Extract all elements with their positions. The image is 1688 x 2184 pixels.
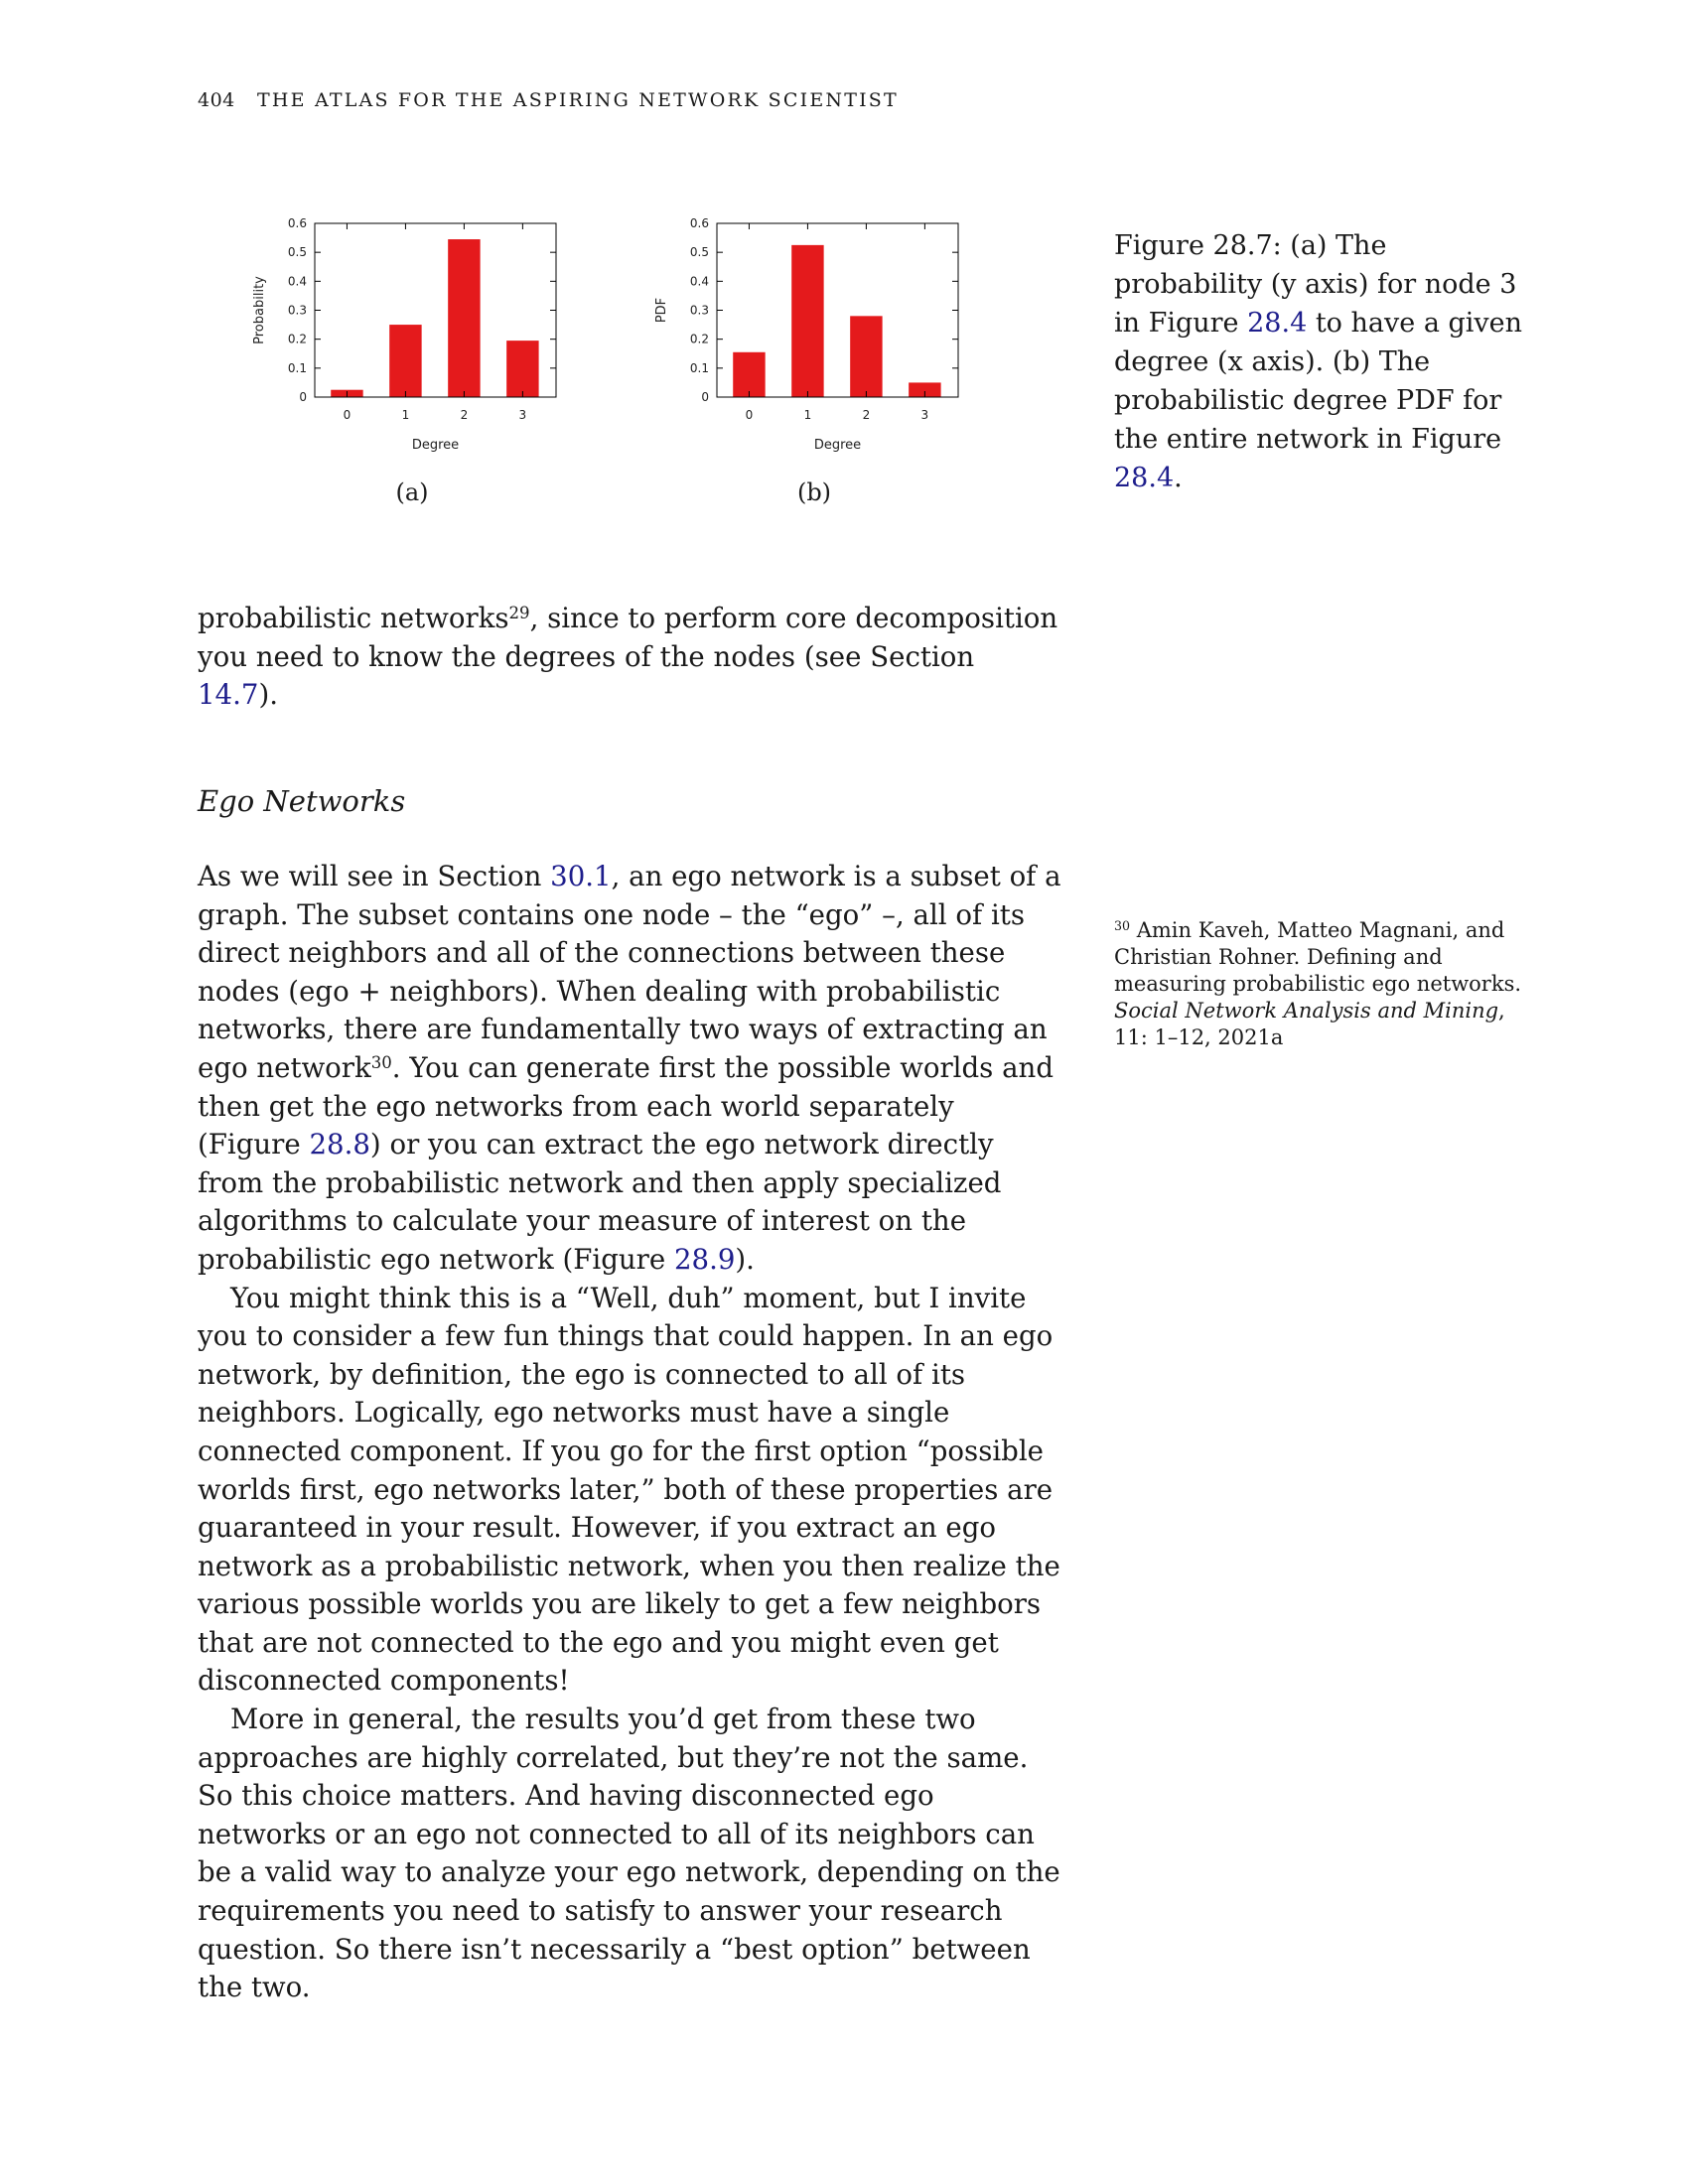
- body-text: , since to perform core decomposition yo…: [198, 602, 1058, 673]
- bar-3: [909, 382, 941, 397]
- section-link[interactable]: 30.1: [550, 860, 612, 892]
- paragraph: As we will see in Section 30.1, an ego n…: [198, 858, 1061, 1280]
- x-tick-label: 0: [344, 408, 352, 422]
- y-tick-label: 0: [701, 390, 709, 404]
- paragraph: You might think this is a “Well, duh” mo…: [198, 1281, 1060, 1698]
- body-text: . You can generate first the possible wo…: [198, 1050, 1054, 1161]
- x-tick-label: 2: [863, 408, 871, 422]
- x-axis-label: Degree: [814, 438, 861, 453]
- figure-link[interactable]: 28.9: [673, 1242, 736, 1276]
- x-tick-label: 1: [804, 408, 812, 422]
- y-tick-label: 0.4: [690, 274, 709, 288]
- caption-text: Figure 28.7: (a) The probability (y axis…: [1114, 230, 1517, 339]
- footnote-marker[interactable]: 29: [508, 603, 530, 622]
- bar-2: [448, 239, 481, 397]
- caption-text: .: [1174, 463, 1183, 493]
- y-tick-label: 0.3: [288, 304, 307, 318]
- bar-1: [791, 244, 824, 397]
- paragraph: More in general, the results you’d get f…: [198, 1703, 1060, 2004]
- figure-link[interactable]: 28.8: [309, 1128, 370, 1161]
- page-number: 404: [198, 89, 235, 111]
- y-tick-label: 0.3: [690, 304, 709, 318]
- x-tick-label: 3: [519, 408, 527, 422]
- body-text: As we will see in Section: [198, 860, 551, 892]
- x-tick-label: 3: [921, 408, 929, 422]
- bar-2: [850, 316, 883, 397]
- section-title: Ego Networks: [198, 784, 406, 818]
- figure-caption: Figure 28.7: (a) The probability (y axis…: [1114, 226, 1531, 497]
- footnote-marker[interactable]: 30: [370, 1052, 392, 1072]
- y-tick-label: 0.2: [690, 333, 709, 346]
- bar-1: [389, 325, 422, 397]
- x-tick-label: 0: [746, 408, 754, 422]
- sidenote-text: Amin Kaveh, Matteo Magnani, and Christia…: [1114, 918, 1522, 996]
- bar-3: [506, 341, 539, 397]
- book-title: THE ATLAS FOR THE ASPIRING NETWORK SCIEN…: [257, 89, 899, 111]
- x-axis-label: Degree: [412, 438, 459, 453]
- y-tick-label: 0.4: [288, 274, 307, 288]
- section-link[interactable]: 14.7: [198, 678, 259, 712]
- y-tick-label: 0.6: [690, 216, 709, 230]
- y-tick-label: 0.1: [288, 361, 307, 375]
- sidenote-journal: Social Network Analysis and Mining: [1114, 999, 1499, 1023]
- chart-a: 0 0.1 0.2 0.3 0.4 0.5 0.6 0 1 2 3 Degree Probability: [238, 208, 576, 480]
- x-tick-label: 2: [461, 408, 469, 422]
- sidenote-number: 30: [1114, 918, 1131, 934]
- sidenote: 30 Amin Kaveh, Matteo Magnani, and Chris…: [1114, 917, 1531, 1051]
- subfigure-b-label: (b): [796, 478, 832, 506]
- x-tick-label: 1: [402, 408, 410, 422]
- bar-0: [733, 351, 766, 397]
- chart-b-svg: 0 0.1 0.2 0.3 0.4 0.5 0.6 0 1 2 3 Degree PDF: [654, 216, 959, 453]
- body-text: probabilistic networks: [198, 602, 509, 634]
- body-text: ).: [258, 678, 278, 712]
- body-text: ).: [735, 1242, 755, 1276]
- figure-link[interactable]: 28.4: [1247, 308, 1308, 339]
- y-tick-label: 0.2: [288, 333, 307, 346]
- body-text: , an ego network is a subset of a graph.…: [198, 860, 1061, 1084]
- continuation-paragraph: probabilistic networks29, since to perfo…: [198, 600, 1061, 715]
- y-tick-label: 0.6: [288, 216, 307, 230]
- chart-b: 0 0.1 0.2 0.3 0.4 0.5 0.6 0 1 2 3 Degree PDF: [640, 208, 978, 480]
- chart-a-svg: 0 0.1 0.2 0.3 0.4 0.5 0.6 0 1 2 3 Degree Probability: [252, 216, 557, 453]
- y-axis-label: PDF: [654, 298, 669, 323]
- y-tick-label: 0.5: [690, 245, 709, 259]
- sidenote-text: , 11: 1–12, 2021a: [1114, 999, 1505, 1049]
- y-tick-label: 0.1: [690, 361, 709, 375]
- y-tick-label: 0: [299, 390, 307, 404]
- main-text: As we will see in Section 30.1, an ego n…: [198, 858, 1061, 2007]
- y-tick-label: 0.5: [288, 245, 307, 259]
- figure-link[interactable]: 28.4: [1114, 463, 1175, 493]
- y-axis-label: Probability: [252, 276, 267, 344]
- running-header: 404 THE ATLAS FOR THE ASPIRING NETWORK S…: [198, 89, 899, 111]
- subfigure-a-label: (a): [395, 478, 429, 506]
- caption-text: to have a given degree (x axis). (b) The…: [1114, 308, 1523, 455]
- body-text: ) or you can extract the ego network dir…: [198, 1128, 1002, 1276]
